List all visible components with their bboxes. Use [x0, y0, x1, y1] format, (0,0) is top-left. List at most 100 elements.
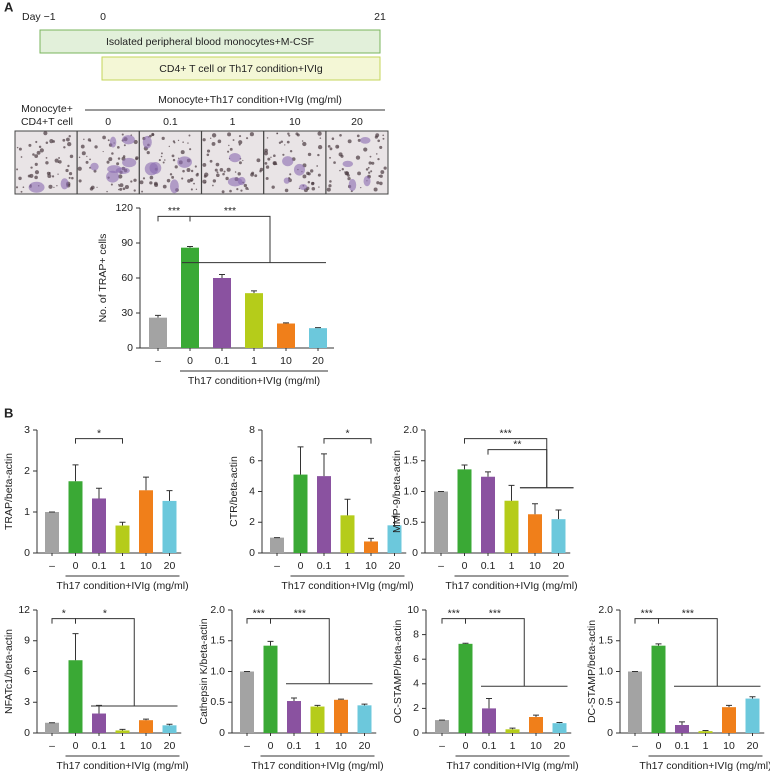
osteoclast — [122, 157, 137, 168]
cell — [89, 158, 91, 161]
cell — [135, 157, 138, 161]
cell — [18, 176, 22, 181]
cell — [215, 162, 220, 167]
cell — [216, 171, 219, 174]
error-bar — [509, 727, 516, 730]
cell — [310, 181, 315, 186]
cell — [16, 146, 19, 149]
significance-bracket — [75, 618, 178, 707]
cell — [161, 152, 163, 155]
x-axis-label: Th17 condition+IVIg (mg/ml) — [281, 580, 413, 592]
y-tick-label: 6 — [249, 455, 255, 467]
cell — [67, 141, 72, 147]
cell — [177, 139, 180, 142]
cell — [284, 188, 289, 193]
timeline-day: Day −1 — [22, 11, 56, 23]
y-tick-label: 120 — [115, 202, 133, 214]
cell — [319, 137, 322, 139]
cell — [20, 156, 23, 158]
bar — [317, 476, 331, 553]
x-tick-label: 10 — [365, 560, 377, 572]
error-bar — [726, 704, 732, 708]
cell — [45, 141, 49, 145]
y-axis-label: CTR/beta-actin — [228, 456, 240, 527]
cell — [194, 165, 197, 168]
x-tick-label: 0.1 — [482, 740, 497, 752]
error-bar — [166, 723, 173, 726]
cell — [242, 159, 244, 162]
cell — [275, 163, 278, 166]
cell — [34, 162, 38, 166]
osteoclast — [142, 135, 152, 149]
error-bar — [72, 633, 79, 661]
x-tick-label: 0 — [462, 560, 468, 572]
cell — [110, 183, 113, 186]
timeline-bar-label: Isolated peripheral blood monocytes+M-CS… — [106, 36, 314, 48]
bar — [457, 469, 472, 553]
cell — [168, 145, 170, 148]
x-tick-label: – — [274, 560, 280, 572]
osteoclast — [144, 162, 159, 176]
error-bar — [555, 509, 562, 520]
cell — [307, 181, 311, 184]
cell — [18, 147, 22, 151]
cell — [223, 170, 226, 173]
cell — [187, 179, 191, 183]
cell — [356, 134, 360, 138]
osteoclast — [283, 177, 290, 184]
cell — [379, 174, 383, 178]
cell — [373, 187, 378, 192]
x-tick-label: 0 — [187, 355, 193, 367]
cell — [265, 176, 269, 180]
y-tick-label: 60 — [121, 272, 133, 284]
error-bar — [119, 521, 126, 526]
bar — [45, 512, 59, 553]
cell — [229, 147, 233, 151]
micrograph-column: 20 — [351, 116, 363, 128]
y-tick-label: 90 — [121, 237, 133, 249]
cell — [289, 149, 293, 153]
cell — [289, 173, 292, 176]
x-tick-label: 1 — [315, 740, 321, 752]
bar — [240, 671, 254, 733]
cell — [57, 173, 59, 175]
cell — [264, 161, 268, 165]
cell — [288, 134, 291, 137]
cell — [28, 143, 32, 147]
cell — [51, 175, 55, 178]
error-bar — [368, 537, 374, 542]
timeline-day: 0 — [100, 11, 106, 23]
error-bar — [119, 728, 126, 731]
osteoclast — [282, 156, 294, 167]
cell — [162, 184, 167, 189]
significance-label: * — [103, 607, 107, 619]
cell — [265, 165, 270, 169]
bar — [435, 720, 449, 733]
cell — [45, 161, 49, 165]
cell — [160, 155, 163, 158]
bar — [45, 722, 59, 733]
cell — [20, 190, 23, 193]
significance-label: *** — [448, 607, 460, 619]
bar — [528, 514, 542, 553]
cell — [142, 177, 146, 180]
cell — [206, 153, 210, 157]
cell — [367, 166, 370, 169]
significance-label: *** — [499, 427, 511, 439]
cell — [365, 168, 369, 171]
cell — [254, 174, 258, 178]
cell — [130, 180, 133, 183]
bar — [505, 729, 520, 733]
cell — [65, 137, 70, 142]
cell — [302, 141, 307, 147]
y-tick-label: 0 — [24, 547, 30, 559]
x-tick-label: 1 — [703, 740, 709, 752]
cell — [229, 189, 232, 193]
cell — [118, 174, 123, 179]
cell — [204, 172, 209, 177]
bar — [651, 645, 666, 733]
error-bar — [155, 314, 161, 318]
bar — [92, 713, 106, 733]
x-tick-label: – — [438, 560, 444, 572]
cell — [202, 163, 207, 167]
